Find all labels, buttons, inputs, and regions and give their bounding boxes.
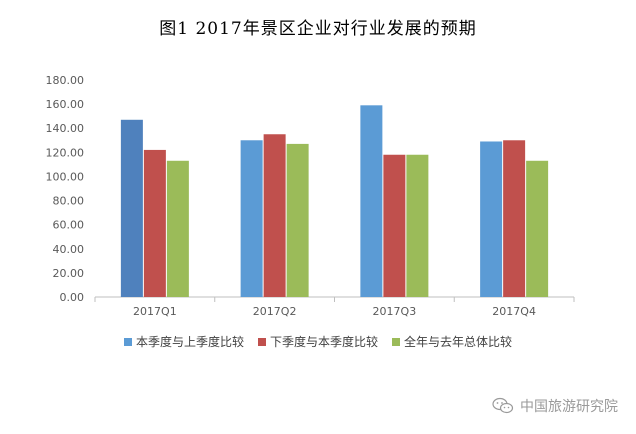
y-tick-label: 140.00	[46, 122, 85, 135]
chart-title: 图1 2017年景区企业对行业发展的预期	[159, 19, 477, 39]
y-tick-label: 0.00	[60, 291, 85, 304]
y-tick-label: 100.00	[46, 170, 85, 183]
bar-2017Q2-series-2	[263, 134, 286, 297]
bar-2017Q1-series-3	[166, 160, 189, 297]
y-tick-label: 120.00	[46, 146, 85, 159]
y-tick-label: 180.00	[46, 74, 85, 87]
bar-2017Q2-series-3	[286, 143, 309, 297]
legend: 本季度与上季度比较 下季度与本季度比较 全年与去年总体比较	[0, 333, 636, 350]
y-axis: 0.00 20.00 40.00 60.00 80.00 100.00 120.00 140.…	[46, 74, 85, 304]
bar-2017Q4-series-2	[503, 140, 526, 297]
y-tick-label: 60.00	[53, 219, 85, 232]
watermark-text: 中国旅游研究院	[520, 399, 618, 415]
bar-series-group	[120, 105, 549, 298]
x-tick-label: 2017Q3	[373, 305, 417, 318]
legend-item: 全年与去年总体比较	[392, 333, 512, 350]
bar-2017Q3-series-2	[383, 154, 406, 297]
watermark: 中国旅游研究院	[492, 396, 618, 416]
bar-2017Q3-series-3	[406, 154, 429, 297]
bar-2017Q1-series-2	[143, 149, 166, 297]
x-tick-label: 2017Q1	[133, 305, 177, 318]
legend-label: 本季度与上季度比较	[135, 335, 244, 349]
legend-swatch	[123, 337, 132, 346]
y-tick-label: 40.00	[53, 243, 85, 256]
y-tick-label: 20.00	[53, 267, 85, 280]
legend-label: 下季度与本季度比较	[269, 335, 378, 349]
legend-swatch	[257, 337, 266, 346]
bar-2017Q4-series-1	[480, 141, 503, 297]
bar-2017Q2-series-1	[240, 140, 263, 297]
legend-item: 下季度与本季度比较	[257, 333, 378, 350]
bar-2017Q4-series-3	[526, 160, 549, 297]
legend-label: 全年与去年总体比较	[404, 335, 513, 349]
y-tick-label: 160.00	[46, 98, 85, 111]
x-tick-label: 2017Q2	[253, 305, 297, 318]
legend-swatch	[392, 337, 400, 346]
bar-2017Q3-series-1	[360, 105, 383, 297]
y-tick-label: 80.00	[53, 195, 85, 208]
legend-item: 本季度与上季度比较	[123, 333, 244, 350]
wechat-icon	[492, 397, 514, 414]
bar-2017Q1-series-1	[120, 119, 143, 298]
x-tick-label: 2017Q4	[492, 305, 536, 318]
x-axis: 2017Q1 2017Q2 2017Q3 2017Q4	[94, 296, 575, 318]
